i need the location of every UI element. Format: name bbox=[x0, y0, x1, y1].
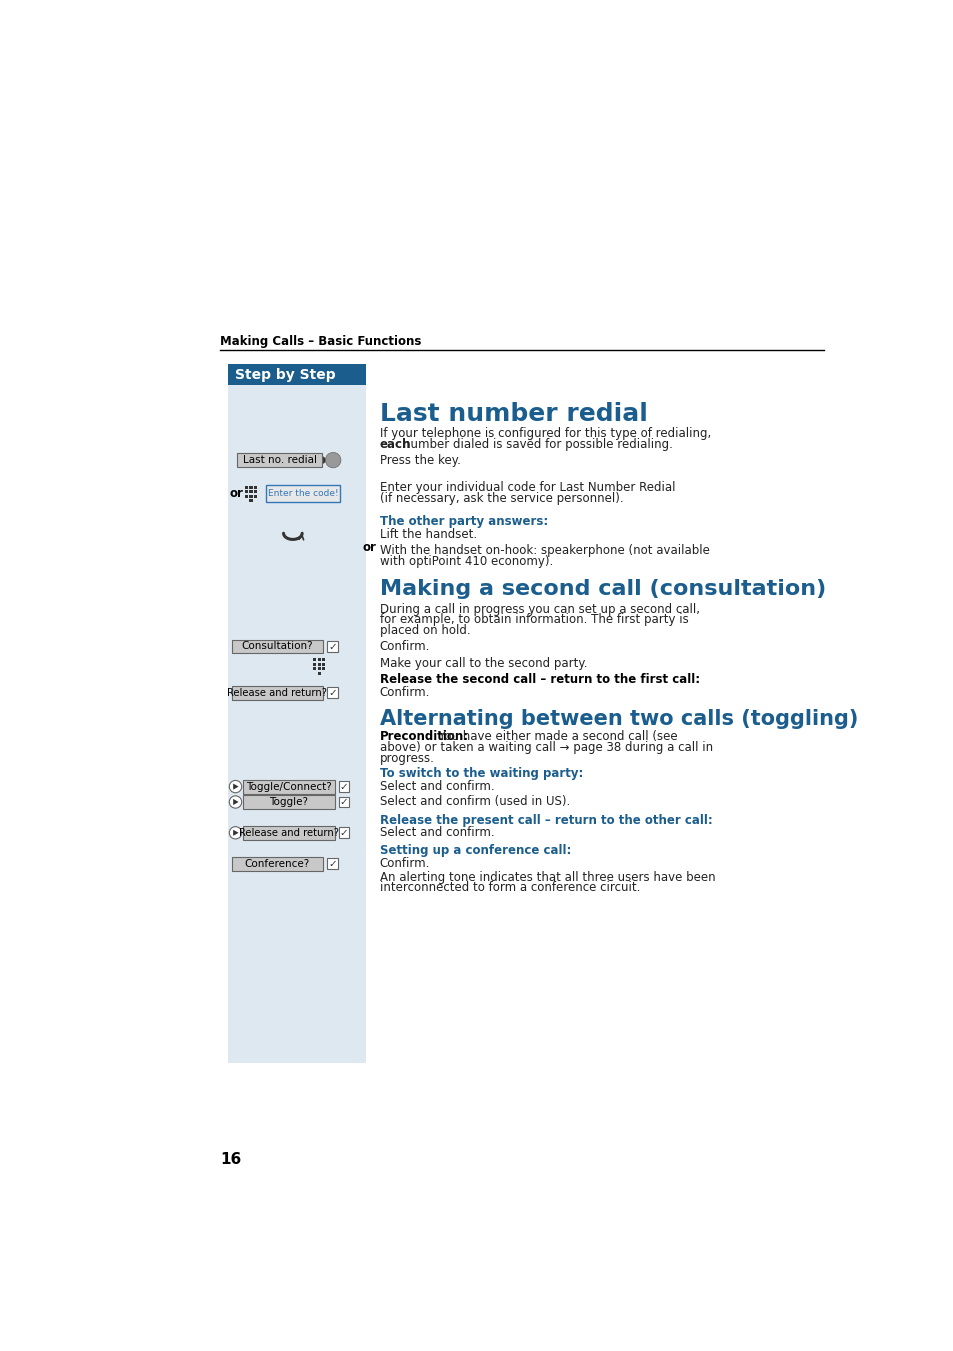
Bar bbox=[243, 794, 335, 809]
Bar bbox=[243, 780, 335, 793]
Text: Enter your individual code for Last Number Redial: Enter your individual code for Last Numb… bbox=[379, 481, 675, 494]
Text: Confirm.: Confirm. bbox=[379, 640, 430, 653]
Bar bbox=[245, 494, 248, 497]
Bar bbox=[317, 658, 320, 661]
Bar bbox=[338, 797, 349, 808]
Text: Enter the code!: Enter the code! bbox=[268, 489, 338, 497]
Text: The other party answers:: The other party answers: bbox=[379, 515, 547, 528]
Circle shape bbox=[229, 796, 241, 808]
Text: ✓: ✓ bbox=[328, 642, 336, 651]
Text: Alternating between two calls (toggling): Alternating between two calls (toggling) bbox=[379, 709, 857, 728]
Text: Conference?: Conference? bbox=[245, 859, 310, 869]
Text: ✓: ✓ bbox=[339, 782, 348, 792]
Text: or: or bbox=[229, 486, 243, 500]
Text: (if necessary, ask the service personnel).: (if necessary, ask the service personnel… bbox=[379, 492, 622, 505]
Text: progress.: progress. bbox=[379, 753, 434, 765]
Bar bbox=[243, 825, 335, 840]
Bar bbox=[322, 667, 325, 670]
Bar bbox=[317, 667, 320, 670]
Text: Making Calls – Basic Functions: Making Calls – Basic Functions bbox=[220, 335, 421, 347]
Text: You have either made a second call (see: You have either made a second call (see bbox=[435, 731, 678, 743]
Bar bbox=[232, 639, 323, 654]
Bar bbox=[327, 858, 337, 869]
Bar bbox=[266, 485, 340, 501]
Text: Confirm.: Confirm. bbox=[379, 686, 430, 700]
Polygon shape bbox=[323, 457, 328, 463]
Bar bbox=[245, 485, 248, 489]
Bar bbox=[253, 490, 257, 493]
Polygon shape bbox=[233, 830, 238, 836]
Text: With the handset on-hook: speakerphone (not available: With the handset on-hook: speakerphone (… bbox=[379, 544, 709, 557]
Text: Toggle?: Toggle? bbox=[269, 797, 308, 807]
Bar bbox=[249, 500, 253, 503]
Text: Release the second call – return to the first call:: Release the second call – return to the … bbox=[379, 673, 700, 686]
Text: number dialed is saved for possible redialing.: number dialed is saved for possible redi… bbox=[402, 438, 672, 451]
Bar bbox=[228, 363, 365, 1063]
Bar bbox=[322, 662, 325, 666]
Text: Last no. redial: Last no. redial bbox=[242, 455, 316, 465]
Text: above) or taken a waiting call → page 38 during a call in: above) or taken a waiting call → page 38… bbox=[379, 742, 712, 754]
Polygon shape bbox=[233, 784, 238, 790]
Text: Select and confirm.: Select and confirm. bbox=[379, 827, 494, 839]
Text: or: or bbox=[362, 540, 376, 554]
Text: Step by Step: Step by Step bbox=[235, 367, 335, 381]
Bar bbox=[232, 857, 323, 870]
Text: Lift the handset.: Lift the handset. bbox=[379, 528, 476, 542]
Circle shape bbox=[229, 781, 241, 793]
Text: To switch to the waiting party:: To switch to the waiting party: bbox=[379, 767, 582, 781]
Text: ✓: ✓ bbox=[339, 797, 348, 808]
Text: interconnected to form a conference circuit.: interconnected to form a conference circ… bbox=[379, 881, 639, 894]
Bar bbox=[245, 490, 248, 493]
Bar bbox=[313, 662, 315, 666]
Bar bbox=[253, 494, 257, 497]
Text: Consultation?: Consultation? bbox=[241, 642, 313, 651]
Text: Last number redial: Last number redial bbox=[379, 403, 647, 427]
Text: ✓: ✓ bbox=[339, 828, 348, 838]
Text: Setting up a conference call:: Setting up a conference call: bbox=[379, 844, 571, 858]
Text: If your telephone is configured for this type of redialing,: If your telephone is configured for this… bbox=[379, 427, 710, 440]
Bar bbox=[236, 453, 322, 467]
Text: Confirm.: Confirm. bbox=[379, 857, 430, 870]
Text: Make your call to the second party.: Make your call to the second party. bbox=[379, 657, 586, 670]
Text: Select and confirm (used in US).: Select and confirm (used in US). bbox=[379, 796, 569, 808]
Bar bbox=[338, 827, 349, 838]
Bar bbox=[322, 658, 325, 661]
Text: Press the key.: Press the key. bbox=[379, 454, 460, 466]
Text: placed on hold.: placed on hold. bbox=[379, 624, 470, 638]
Text: An alerting tone indicates that all three users have been: An alerting tone indicates that all thre… bbox=[379, 870, 715, 884]
Text: Release the present call – return to the other call:: Release the present call – return to the… bbox=[379, 813, 712, 827]
Text: each: each bbox=[379, 438, 411, 451]
Text: 16: 16 bbox=[220, 1151, 241, 1166]
Bar bbox=[317, 671, 320, 676]
Bar bbox=[317, 662, 320, 666]
Text: for example, to obtain information. The first party is: for example, to obtain information. The … bbox=[379, 613, 688, 627]
Text: ✓: ✓ bbox=[328, 859, 336, 869]
Bar bbox=[232, 686, 323, 700]
Text: Precondition:: Precondition: bbox=[379, 731, 468, 743]
Bar bbox=[249, 485, 253, 489]
Text: Release and return?: Release and return? bbox=[227, 688, 327, 697]
Bar bbox=[313, 658, 315, 661]
Text: with optiPoint 410 economy).: with optiPoint 410 economy). bbox=[379, 555, 553, 567]
Circle shape bbox=[229, 827, 241, 839]
Bar bbox=[228, 363, 365, 385]
Text: During a call in progress you can set up a second call,: During a call in progress you can set up… bbox=[379, 603, 699, 616]
Text: Release and return?: Release and return? bbox=[238, 828, 338, 838]
Bar bbox=[249, 490, 253, 493]
Bar bbox=[313, 667, 315, 670]
Bar bbox=[327, 642, 337, 651]
Bar bbox=[338, 781, 349, 792]
Text: Select and confirm.: Select and confirm. bbox=[379, 780, 494, 793]
Text: Making a second call (consultation): Making a second call (consultation) bbox=[379, 580, 825, 600]
Circle shape bbox=[325, 453, 340, 467]
Bar bbox=[327, 688, 337, 698]
Polygon shape bbox=[233, 798, 238, 805]
Bar bbox=[249, 494, 253, 497]
Text: ✓: ✓ bbox=[328, 688, 336, 698]
Text: Toggle/Connect?: Toggle/Connect? bbox=[246, 782, 332, 792]
Bar bbox=[253, 485, 257, 489]
